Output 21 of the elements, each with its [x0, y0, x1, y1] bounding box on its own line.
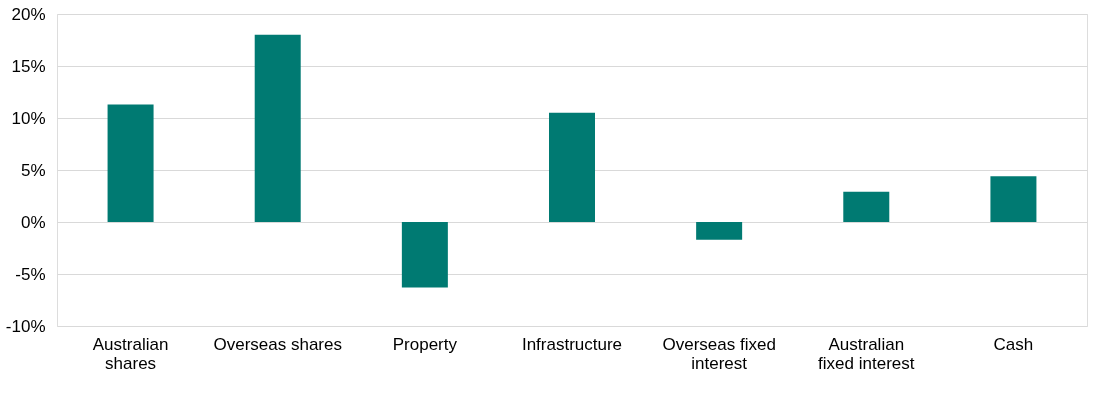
bar: [401, 222, 448, 288]
y-tick-label: 0%: [20, 212, 46, 232]
x-tick-label: Property: [392, 334, 458, 354]
x-tick-label: Overseas shares: [213, 334, 342, 354]
y-tick-label: 20%: [11, 4, 46, 24]
bar: [696, 222, 743, 240]
bar: [107, 104, 154, 222]
x-tick-label: Australian shares: [92, 334, 169, 373]
y-tick-label: 10%: [11, 108, 46, 128]
y-tick-label: -5%: [15, 264, 46, 284]
bar: [254, 34, 301, 222]
y-tick-label: 15%: [11, 56, 46, 76]
bar: [990, 176, 1037, 222]
x-tick-label: Cash: [993, 334, 1034, 354]
x-tick-label: Infrastructure: [521, 334, 623, 354]
y-tick-label: -10%: [5, 316, 46, 336]
bar: [843, 191, 890, 222]
x-tick-label: Australian fixed interest: [818, 334, 915, 373]
bar: [549, 112, 595, 222]
y-tick-label: 5%: [20, 160, 46, 180]
x-tick-label: Overseas fixed interest: [662, 334, 776, 373]
